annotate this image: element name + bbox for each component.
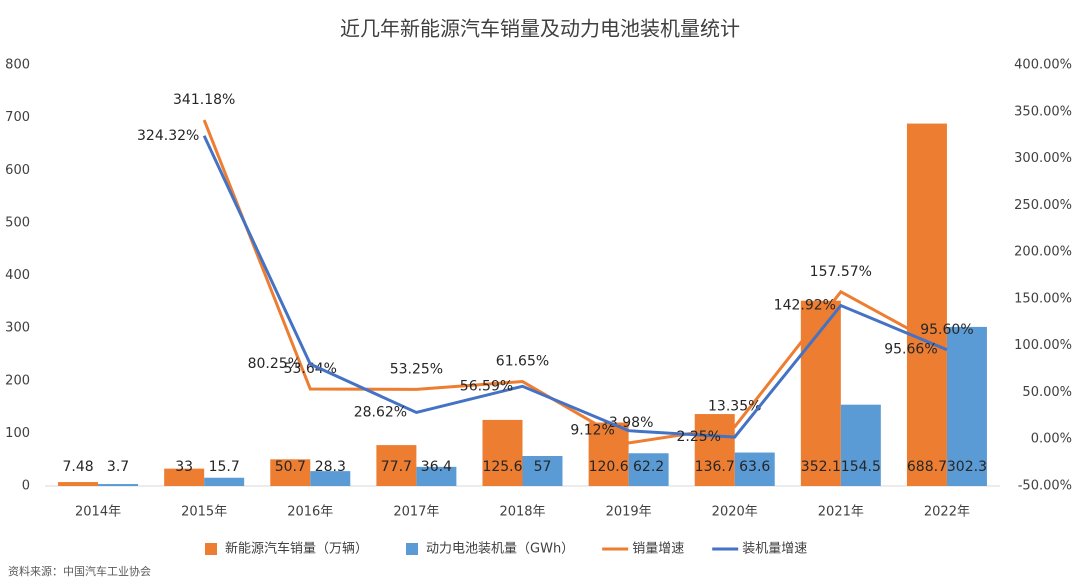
legend-swatch [406,543,419,555]
bar-label: 50.7 [275,459,306,475]
x-tick-label: 2020年 [712,505,758,520]
x-tick-label: 2014年 [75,505,121,520]
y2-tick-label: 350.00% [1014,104,1072,119]
legend-label: 销量增速 [632,542,684,557]
bar [58,482,99,486]
x-tick-label: 2017年 [393,505,439,520]
y2-tick-label: 50.00% [1022,385,1072,400]
y-tick-label: 200 [5,373,30,388]
line-label: 53.64% [284,361,337,377]
line-label: 95.60% [920,322,973,338]
bar [628,453,669,486]
bar-label: 33 [175,459,193,475]
line-label: 2.25% [676,429,720,445]
legend-swatch [205,543,217,555]
y2-tick-label: -50.00% [1018,479,1072,494]
bar [204,477,245,486]
bar-label: 57 [534,459,552,475]
y-tick-label: 400 [5,268,30,283]
line-label: 9.12% [570,423,614,439]
x-tick-label: 2019年 [606,505,652,520]
y2-tick-label: 400.00% [1014,58,1072,73]
legend-label: 动力电池装机量（GWh） [426,542,574,557]
chart-title: 近几年新能源汽车销量及动力电池装机量统计 [340,17,740,41]
bar-label: 7.48 [62,459,93,475]
line-label: 56.59% [460,378,513,394]
line-label: 324.32% [137,128,199,144]
y2-tick-label: 100.00% [1014,338,1072,353]
source: 资料来源：中国汽车工业协会 [8,564,151,578]
line-label: 61.65% [496,354,549,370]
y2-tick-label: 250.00% [1014,198,1072,213]
line-label: 53.25% [390,361,443,377]
y-tick-label: 0 [22,479,30,494]
y-tick-label: 300 [5,321,30,336]
line-label: 13.35% [708,399,761,415]
legend-label: 新能源汽车销量（万辆） [225,541,368,557]
y-tick-label: 500 [5,215,30,230]
bar [588,422,629,486]
bar [482,419,523,486]
bar-label: 3.7 [107,459,129,475]
bar-label: 63.6 [739,459,770,475]
line-label: 142.92% [774,298,836,314]
bar [946,326,987,486]
line-label: 28.62% [354,404,407,420]
bar-label: 302.3 [947,459,987,475]
bar [376,445,417,486]
y2-tick-label: 150.00% [1014,291,1072,306]
bar-label: 154.5 [841,459,881,475]
y2-tick-label: 0.00% [1031,432,1072,447]
bar [906,123,947,486]
y-tick-label: 700 [5,110,30,125]
bar [98,484,139,486]
x-tick-label: 2018年 [499,505,545,520]
line-label: 157.57% [810,264,872,280]
y2-tick-label: 200.00% [1014,245,1072,260]
bar-label: 36.4 [421,459,452,475]
y2-tick-label: 300.00% [1014,151,1072,166]
bar [416,466,457,486]
line [202,119,948,445]
bar-label: 688.7 [907,459,947,475]
line-label: 80.25% [248,356,301,372]
bar [694,414,735,486]
x-tick-label: 2022年 [924,505,970,520]
line-label: 95.66% [884,342,937,358]
bar [270,459,311,486]
bar [734,452,775,486]
line-label: 341.18% [173,92,235,108]
y-tick-label: 600 [5,163,30,178]
bar-label: 136.7 [695,459,735,475]
bar [310,471,351,486]
bar-label: 120.6 [589,459,629,475]
x-tick-label: 2021年 [818,505,864,520]
bar [164,468,205,486]
bar-label: 28.3 [315,459,346,475]
bar-label: 125.6 [482,459,522,475]
y-tick-label: 100 [5,426,30,441]
x-tick-label: 2016年 [287,505,333,520]
legend-label: 装机量增速 [742,542,807,557]
bar [840,404,881,486]
bar [522,456,563,486]
bar-label: 352.1 [801,459,841,475]
bar-label: 62.2 [633,459,664,475]
bar-label: 77.7 [381,459,412,475]
y-tick-label: 800 [5,58,30,73]
x-tick-label: 2015年 [181,505,227,520]
bar-label: 15.7 [209,459,240,475]
line [202,135,948,439]
